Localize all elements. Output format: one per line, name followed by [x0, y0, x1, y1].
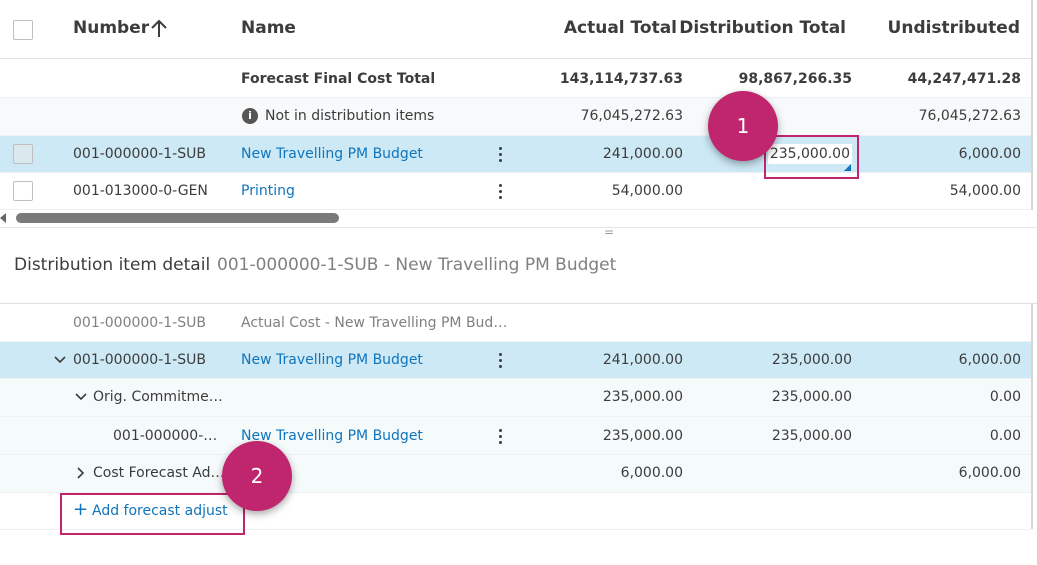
detail-row-number: Cost Forecast Ad…: [93, 465, 225, 481]
select-all-checkbox[interactable]: [13, 20, 33, 40]
summary-distribution-total: 98,867,266.35: [738, 71, 852, 87]
detail-row-number: 001-000000-1-SUB: [73, 315, 206, 331]
vertical-scrollbar-track[interactable]: [1031, 0, 1033, 210]
arrow-up-icon[interactable]: [150, 19, 168, 39]
detail-row-undistributed: 0.00: [989, 428, 1021, 444]
more-actions-icon[interactable]: [496, 181, 506, 201]
chevron-down-icon[interactable]: [54, 354, 66, 366]
detail-row-undistributed: 6,000.00: [958, 352, 1021, 368]
detail-row[interactable]: Cost Forecast Ad… 6,000.00 6,000.00: [0, 455, 1031, 493]
panel-splitter[interactable]: =: [0, 225, 1037, 240]
row-name-link[interactable]: Printing: [241, 183, 295, 199]
row-actual-total: 241,000.00: [602, 146, 683, 162]
detail-row-name-link[interactable]: New Travelling PM Budget: [241, 352, 423, 368]
scrollbar-thumb[interactable]: [16, 213, 339, 223]
not-in-actual-total: 76,045,272.63: [580, 108, 683, 124]
more-actions-icon[interactable]: [496, 144, 506, 164]
row-distribution-total[interactable]: 235,000.00: [767, 144, 852, 164]
column-header-undistributed[interactable]: Undistributed: [887, 18, 1020, 38]
detail-subtitle: 001-000000-1-SUB - New Travelling PM Bud…: [217, 255, 617, 275]
detail-row-undistributed: 6,000.00: [958, 465, 1021, 481]
table-header: Number Name Actual Total Distribution To…: [0, 0, 1031, 59]
chevron-down-icon[interactable]: [75, 391, 87, 403]
table-row[interactable]: 001-013000-0-GEN Printing 54,000.00 54,0…: [0, 173, 1031, 210]
column-header-number[interactable]: Number: [73, 18, 150, 38]
detail-row-number: 001-000000-…: [113, 428, 218, 444]
not-in-distribution-label: Not in distribution items: [265, 108, 435, 124]
resize-handle-icon: [844, 164, 851, 171]
summary-actual-total: 143,114,737.63: [559, 71, 683, 87]
detail-row[interactable]: 001-000000-1-SUB New Travelling PM Budge…: [0, 342, 1031, 379]
column-header-actual-total[interactable]: Actual Total: [563, 18, 677, 38]
row-checkbox[interactable]: [13, 181, 33, 201]
not-in-distribution-row: i Not in distribution items 76,045,272.6…: [0, 98, 1031, 136]
info-icon: i: [242, 108, 258, 124]
row-number: 001-000000-1-SUB: [73, 146, 206, 162]
detail-row-number: 001-000000-1-SUB: [73, 352, 206, 368]
detail-row-actual-total: 235,000.00: [602, 389, 683, 405]
detail-row-distribution-total: 235,000.00: [771, 352, 852, 368]
chevron-right-icon[interactable]: [75, 467, 87, 479]
row-undistributed: 6,000.00: [958, 146, 1021, 162]
detail-row-distribution-total: 235,000.00: [771, 389, 852, 405]
row-undistributed: 54,000.00: [949, 183, 1021, 199]
summary-row: Forecast Final Cost Total 143,114,737.63…: [0, 59, 1031, 98]
detail-header: Distribution item detail 001-000000-1-SU…: [0, 245, 1037, 304]
detail-row-distribution-total: 235,000.00: [771, 428, 852, 444]
detail-row-number: Orig. Commitme…: [93, 389, 223, 405]
horizontal-scrollbar[interactable]: [0, 211, 1037, 225]
row-number: 001-013000-0-GEN: [73, 183, 208, 199]
annotation-badge-1: 1: [708, 91, 778, 161]
splitter-handle[interactable]: =: [604, 225, 615, 239]
row-checkbox[interactable]: [13, 144, 33, 164]
plus-icon[interactable]: +: [73, 499, 89, 520]
detail-row[interactable]: Orig. Commitme… 235,000.00 235,000.00 0.…: [0, 379, 1031, 417]
detail-row-undistributed: 0.00: [989, 389, 1021, 405]
not-in-undistributed: 76,045,272.63: [918, 108, 1021, 124]
summary-undistributed: 44,247,471.28: [907, 71, 1021, 87]
detail-row-name: Actual Cost - New Travelling PM Bud…: [241, 315, 508, 331]
detail-row-actual-total: 235,000.00: [602, 428, 683, 444]
summary-label: Forecast Final Cost Total: [241, 71, 436, 87]
callout-add-forecast: [60, 493, 245, 535]
more-actions-icon[interactable]: [496, 350, 506, 370]
add-forecast-adjustment-button[interactable]: Add forecast adjust: [92, 503, 228, 519]
detail-row-name-link[interactable]: New Travelling PM Budget: [241, 428, 423, 444]
table-row[interactable]: 001-000000-1-SUB New Travelling PM Budge…: [0, 136, 1031, 173]
row-name-link[interactable]: New Travelling PM Budget: [241, 146, 423, 162]
add-row: + Add forecast adjust: [0, 493, 1031, 530]
detail-row-actual-total: 6,000.00: [620, 465, 683, 481]
detail-row-actual-total: 241,000.00: [602, 352, 683, 368]
detail-title: Distribution item detail: [14, 255, 211, 275]
callout-distribution-total: [764, 135, 859, 179]
detail-row[interactable]: 001-000000-… New Travelling PM Budget 23…: [0, 417, 1031, 455]
scroll-left-arrow-icon[interactable]: [0, 213, 6, 223]
detail-vertical-scrollbar-track[interactable]: [1031, 304, 1033, 529]
row-actual-total: 54,000.00: [611, 183, 683, 199]
column-header-distribution-total[interactable]: Distribution Total: [679, 18, 846, 38]
more-actions-icon[interactable]: [496, 426, 506, 446]
column-header-name[interactable]: Name: [241, 18, 296, 38]
annotation-badge-2: 2: [222, 441, 292, 511]
detail-row: 001-000000-1-SUB Actual Cost - New Trave…: [0, 304, 1031, 342]
